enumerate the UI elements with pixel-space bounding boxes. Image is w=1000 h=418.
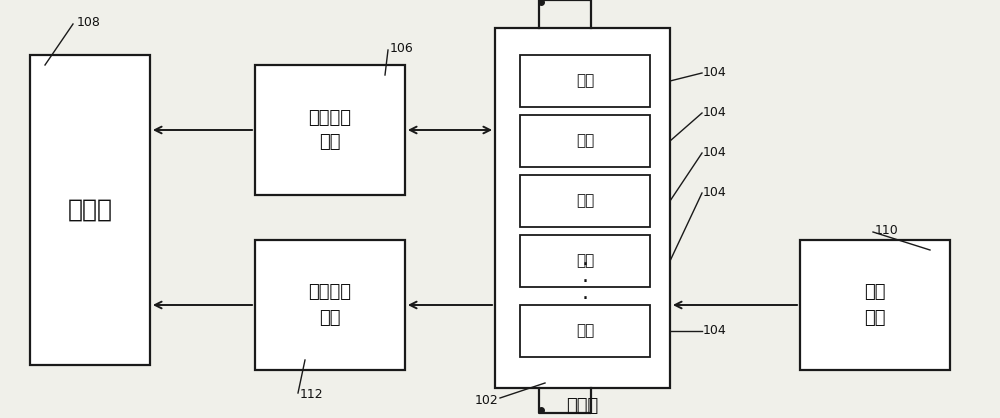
- Text: 电池: 电池: [576, 194, 594, 209]
- Bar: [520, 175, 650, 227]
- Bar: [30, 55, 150, 365]
- Text: 104: 104: [703, 107, 727, 120]
- Text: ·
·
·: · · ·: [582, 255, 588, 309]
- Text: 104: 104: [703, 66, 727, 79]
- Text: 108: 108: [77, 15, 101, 28]
- Text: 电池: 电池: [576, 74, 594, 89]
- Bar: [520, 115, 650, 167]
- Text: 104: 104: [703, 324, 727, 337]
- Bar: [255, 65, 405, 195]
- Text: 电池: 电池: [576, 324, 594, 339]
- Text: 106: 106: [390, 41, 414, 54]
- Text: 温度监视
模块: 温度监视 模块: [308, 283, 352, 326]
- Text: 110: 110: [875, 224, 899, 237]
- Text: 104: 104: [703, 186, 727, 199]
- Bar: [520, 305, 650, 357]
- Text: 104: 104: [703, 146, 727, 160]
- Text: 电压监视
模块: 电压监视 模块: [308, 109, 352, 151]
- Text: 控制器: 控制器: [68, 198, 112, 222]
- Bar: [255, 240, 405, 370]
- Bar: [520, 55, 650, 107]
- Text: 电池组: 电池组: [566, 397, 599, 415]
- Bar: [520, 235, 650, 287]
- Text: 102: 102: [475, 393, 499, 406]
- Text: 电池: 电池: [576, 253, 594, 268]
- Bar: [495, 28, 670, 388]
- Text: 电池: 电池: [576, 133, 594, 148]
- Bar: [800, 240, 950, 370]
- Text: 112: 112: [300, 388, 324, 402]
- Text: 平衡
模块: 平衡 模块: [864, 283, 886, 326]
